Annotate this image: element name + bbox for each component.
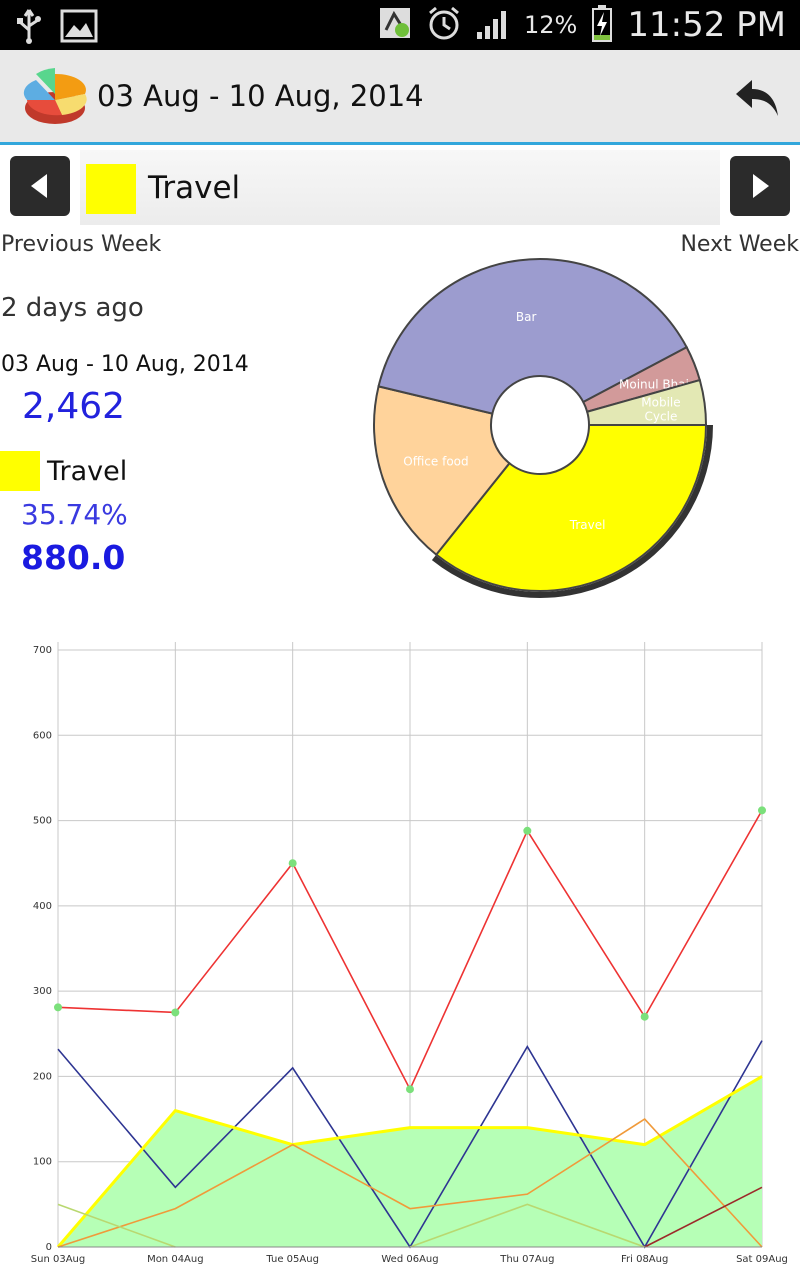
data-point xyxy=(758,806,766,815)
data-point xyxy=(523,826,532,835)
pie-label-bar: Bar xyxy=(516,310,537,324)
battery-charging-icon xyxy=(591,4,613,46)
area-fill-series-2 xyxy=(58,1076,762,1247)
data-point xyxy=(406,1085,414,1094)
y-tick-label: 400 xyxy=(33,901,52,912)
chevron-right-icon xyxy=(753,174,769,198)
signal-icon xyxy=(476,6,510,44)
y-tick-label: 0 xyxy=(46,1242,52,1253)
status-bar: 12% 11:52 PM xyxy=(0,0,800,50)
data-point xyxy=(171,1008,180,1017)
selected-category-amount: 880.0 xyxy=(21,538,126,577)
line-series-5 xyxy=(644,1186,763,1248)
pie-shadow xyxy=(431,424,713,598)
pie-label-travel: Travel xyxy=(569,518,606,532)
back-arrow-icon[interactable] xyxy=(734,74,782,122)
x-tick-label: Sun 03Aug xyxy=(31,1254,85,1265)
pie-slice-bar[interactable] xyxy=(377,258,689,415)
app-notification-icon xyxy=(378,6,412,44)
y-tick-label: 600 xyxy=(33,730,52,741)
selected-category-label: Travel xyxy=(47,456,128,487)
category-color-swatch xyxy=(86,164,136,214)
date-range: 03 Aug - 10 Aug, 2014 xyxy=(1,352,249,377)
x-tick-label: Tue 05Aug xyxy=(265,1254,319,1265)
x-tick-label: Fri 08Aug xyxy=(621,1254,668,1265)
x-tick-label: Wed 06Aug xyxy=(381,1254,438,1265)
y-tick-label: 100 xyxy=(33,1157,52,1168)
clock-time: 11:52 PM xyxy=(627,5,786,45)
image-icon xyxy=(60,9,98,47)
y-tick-label: 200 xyxy=(33,1071,52,1082)
pie-slice-office-food[interactable] xyxy=(373,385,511,557)
line-series-3 xyxy=(57,1118,763,1248)
line-series-2 xyxy=(56,1075,763,1248)
y-tick-label: 700 xyxy=(33,645,52,656)
next-week-link[interactable]: Next Week xyxy=(680,232,799,257)
battery-percent: 12% xyxy=(524,11,578,39)
pie-slice-travel[interactable] xyxy=(434,424,708,592)
previous-week-button[interactable] xyxy=(10,156,70,216)
selected-category-swatch xyxy=(0,451,40,491)
app-bar: 03 Aug - 10 Aug, 2014 xyxy=(0,50,800,145)
pie-label-office-food: Office food xyxy=(403,455,468,469)
total-amount: 2,462 xyxy=(22,386,126,427)
previous-week-link[interactable]: Previous Week xyxy=(1,232,162,257)
pie-chart-logo-icon xyxy=(22,64,88,130)
line-series-4 xyxy=(57,1203,645,1248)
alarm-icon xyxy=(426,5,462,45)
time-ago: 2 days ago xyxy=(1,293,144,323)
y-tick-label: 300 xyxy=(33,986,52,997)
x-tick-label: Thu 07Aug xyxy=(499,1254,554,1265)
data-point xyxy=(640,1012,649,1021)
page-title: 03 Aug - 10 Aug, 2014 xyxy=(97,79,424,113)
usb-icon xyxy=(16,8,42,48)
next-week-button[interactable] xyxy=(730,156,790,216)
pie-label-mobile-cycle: Mobile Cycle xyxy=(641,396,680,424)
data-point xyxy=(54,1003,62,1012)
x-tick-label: Sat 09Aug xyxy=(736,1254,788,1265)
y-tick-label: 500 xyxy=(33,816,52,827)
weekly-line-chart: 0 100 200 300 400 500 600 700 Sun 03Aug Mon 04Aug… xyxy=(31,642,788,1265)
category-navigation: Travel xyxy=(0,150,800,230)
selected-category-percent: 35.74% xyxy=(21,498,128,531)
category-label: Travel xyxy=(148,170,241,206)
chevron-left-icon xyxy=(31,174,47,198)
pie-slice-mobile-cycle[interactable] xyxy=(585,378,708,426)
data-point xyxy=(288,859,297,868)
category-selector[interactable]: Travel xyxy=(80,150,720,225)
x-tick-label: Mon 04Aug xyxy=(147,1254,204,1265)
